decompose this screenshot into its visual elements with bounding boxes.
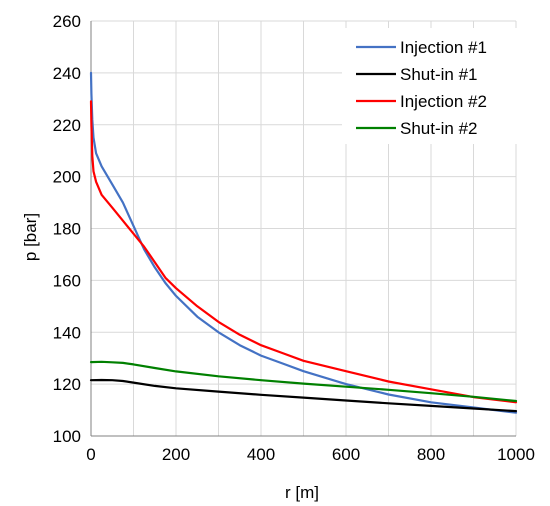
legend: Injection #1 Shut-in #1 Injection #2 Shut-i…: [342, 28, 518, 144]
series-layer: [89, 71, 518, 414]
x-axis-ticks: 0 200 400 600 800 1000: [86, 445, 535, 464]
x-tick-label: 0: [86, 445, 95, 464]
series-line-3: [89, 100, 518, 404]
x-tick-label: 400: [247, 445, 275, 464]
y-axis-ticks: 100 120 140 160 180 200 220 240 260: [53, 12, 81, 446]
y-tick-label: 200: [53, 168, 81, 187]
y-tick-label: 180: [53, 220, 81, 239]
y-tick-label: 260: [53, 12, 81, 31]
legend-label-2: Shut-in #1: [400, 65, 478, 84]
y-tick-label: 220: [53, 116, 81, 135]
series-line-1: [89, 71, 518, 414]
y-axis-title: p [bar]: [21, 213, 40, 261]
x-tick-label: 600: [332, 445, 360, 464]
y-tick-label: 100: [53, 427, 81, 446]
x-tick-label: 800: [417, 445, 445, 464]
y-tick-label: 140: [53, 323, 81, 342]
grid: [91, 20, 517, 436]
legend-label-3: Injection #2: [400, 92, 487, 111]
series-line-2: [89, 378, 518, 413]
legend-label-4: Shut-in #2: [400, 119, 478, 138]
series-line-4: [89, 360, 518, 403]
x-tick-label: 1000: [497, 445, 535, 464]
x-axis-title: r [m]: [285, 483, 319, 502]
x-tick-label: 200: [162, 445, 190, 464]
y-tick-label: 160: [53, 271, 81, 290]
y-tick-label: 120: [53, 375, 81, 394]
y-tick-label: 240: [53, 64, 81, 83]
legend-label-1: Injection #1: [400, 38, 487, 57]
